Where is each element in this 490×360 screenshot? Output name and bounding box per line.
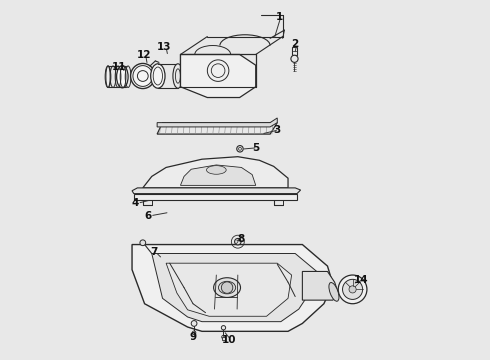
Ellipse shape <box>214 278 241 297</box>
Circle shape <box>221 282 233 293</box>
Text: 5: 5 <box>252 143 259 153</box>
Circle shape <box>221 325 225 330</box>
Text: 3: 3 <box>273 125 281 135</box>
Polygon shape <box>180 165 256 185</box>
Polygon shape <box>143 157 288 188</box>
Text: 14: 14 <box>354 275 369 285</box>
Text: 10: 10 <box>221 334 236 345</box>
Text: 12: 12 <box>137 50 151 60</box>
Bar <box>221 337 225 339</box>
Ellipse shape <box>151 64 165 88</box>
Polygon shape <box>157 123 277 134</box>
Text: 13: 13 <box>157 42 171 52</box>
Ellipse shape <box>206 166 226 174</box>
Text: 6: 6 <box>145 211 152 221</box>
Polygon shape <box>132 188 300 194</box>
Circle shape <box>235 238 241 245</box>
Polygon shape <box>166 263 292 316</box>
Text: 8: 8 <box>238 234 245 244</box>
Circle shape <box>221 335 225 339</box>
Circle shape <box>338 275 367 304</box>
Ellipse shape <box>173 64 183 88</box>
Text: 1: 1 <box>275 12 283 22</box>
Bar <box>292 47 297 55</box>
Text: 9: 9 <box>190 332 196 342</box>
Polygon shape <box>157 118 277 127</box>
Polygon shape <box>152 253 317 321</box>
Circle shape <box>140 240 146 246</box>
Polygon shape <box>134 194 297 200</box>
Polygon shape <box>132 244 333 331</box>
Text: 11: 11 <box>112 62 126 72</box>
Ellipse shape <box>219 281 236 294</box>
Circle shape <box>191 320 197 326</box>
Circle shape <box>349 286 356 293</box>
Text: 7: 7 <box>150 247 157 257</box>
Circle shape <box>192 331 196 334</box>
Circle shape <box>343 279 363 300</box>
Ellipse shape <box>329 283 339 301</box>
Ellipse shape <box>131 63 155 89</box>
Text: 4: 4 <box>132 198 139 208</box>
Text: 2: 2 <box>292 39 299 49</box>
Polygon shape <box>302 271 338 300</box>
Circle shape <box>237 145 243 152</box>
Ellipse shape <box>117 66 128 88</box>
Ellipse shape <box>106 66 110 87</box>
Polygon shape <box>180 54 256 98</box>
Circle shape <box>291 55 298 62</box>
